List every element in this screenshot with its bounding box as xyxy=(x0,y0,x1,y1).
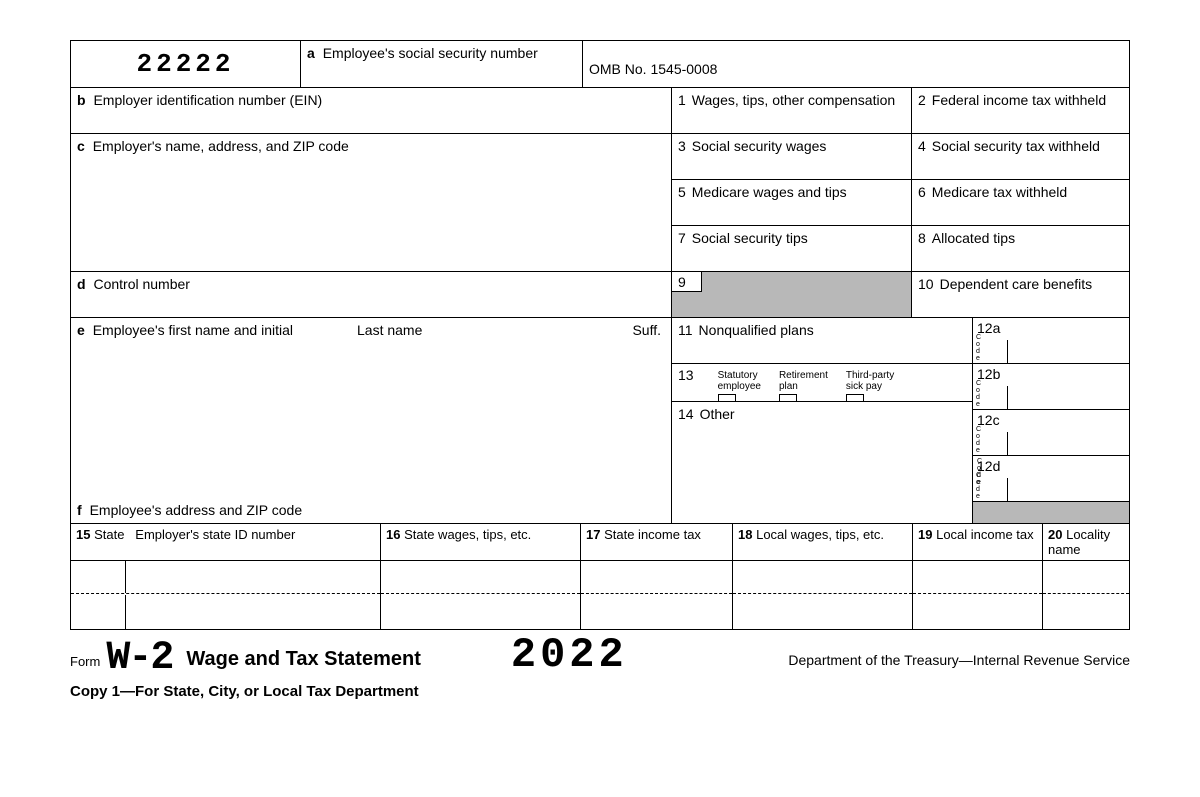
boxes-3-8: 3Social security wages 4Social security … xyxy=(672,134,1129,272)
state-body-15 xyxy=(71,561,381,629)
box-2: 2Federal income tax withheld xyxy=(912,88,1129,134)
box-9: 9 xyxy=(672,272,912,318)
box-13-retirement: Retirement plan xyxy=(779,370,828,402)
box-12a: 12a C o d e xyxy=(973,318,1129,364)
box-18: 18 Local wages, tips, etc. xyxy=(733,524,913,560)
boxes-12: 12a C o d e 12b C o d e 12c C o d e C o … xyxy=(973,318,1129,524)
form-code: 22222 xyxy=(71,41,301,88)
form-name: W-2 xyxy=(106,636,172,681)
form-year: 2022 xyxy=(511,636,628,674)
box-11: 11Nonqualified plans xyxy=(672,318,973,364)
row-header: 22222 a Employee's social security numbe… xyxy=(70,40,1130,88)
box-12d: C o d e 12d C o d e xyxy=(973,456,1129,502)
box-13: 13 Statutory employee Retirement plan Th… xyxy=(672,364,973,402)
state-body-19 xyxy=(913,561,1043,629)
box-12c: 12c C o d e xyxy=(973,410,1129,456)
box-13-thirdparty: Third-party sick pay xyxy=(846,370,894,402)
box-20: 20 Locality name xyxy=(1043,524,1129,560)
checkbox-statutory[interactable] xyxy=(718,394,736,402)
form-footer: Form W-2 Wage and Tax Statement 2022 Dep… xyxy=(70,636,1130,681)
form-word: Form xyxy=(70,636,100,669)
state-body-16 xyxy=(381,561,581,629)
row-c: c Employer's name, address, and ZIP code… xyxy=(70,134,1130,272)
state-body-20 xyxy=(1043,561,1129,629)
box-1: 1Wages, tips, other compensation xyxy=(672,88,912,134)
box-a-label: Employee's social security number xyxy=(323,45,538,61)
box-c: c Employer's name, address, and ZIP code xyxy=(71,134,672,272)
box-6: 6Medicare tax withheld xyxy=(912,180,1129,226)
row-e-11-12: e Employee's first name and initial Last… xyxy=(70,318,1130,524)
last-name-label: Last name xyxy=(357,322,615,338)
box-7: 7Social security tips xyxy=(672,226,912,272)
row-state-body xyxy=(70,561,1130,630)
suffix-label: Suff. xyxy=(615,322,665,338)
box-a: a Employee's social security number xyxy=(301,41,583,88)
box-3: 3Social security wages xyxy=(672,134,912,180)
box-15: 15 State Employer's state ID number xyxy=(71,524,381,560)
omb-number: OMB No. 1545-0008 xyxy=(583,41,1129,88)
box-5: 5Medicare wages and tips xyxy=(672,180,912,226)
row-b-1-2: b Employer identification number (EIN) 1… xyxy=(70,88,1130,134)
box-16: 16 State wages, tips, etc. xyxy=(381,524,581,560)
copy-line: Copy 1—For State, City, or Local Tax Dep… xyxy=(70,683,1130,700)
box-12-shaded xyxy=(973,502,1129,524)
box-13-statutory: Statutory employee xyxy=(718,370,761,402)
box-14: 14Other xyxy=(672,402,973,524)
row-state-header: 15 State Employer's state ID number 16 S… xyxy=(70,524,1130,561)
w2-form: 22222 a Employee's social security numbe… xyxy=(70,40,1130,700)
checkbox-retirement[interactable] xyxy=(779,394,797,402)
box-e-f: e Employee's first name and initial Last… xyxy=(71,318,672,524)
state-body-17 xyxy=(581,561,733,629)
box-d: d Control number xyxy=(71,272,672,318)
box-10: 10Dependent care benefits xyxy=(912,272,1129,318)
box-12b: 12b C o d e xyxy=(973,364,1129,410)
box-b: b Employer identification number (EIN) xyxy=(71,88,672,134)
boxes-11-13-14: 11Nonqualified plans 13 Statutory employ… xyxy=(672,318,973,524)
form-statement: Wage and Tax Statement xyxy=(186,636,421,671)
row-d-9-10: d Control number 9 10Dependent care bene… xyxy=(70,272,1130,318)
box-8: 8Allocated tips xyxy=(912,226,1129,272)
box-19: 19 Local income tax xyxy=(913,524,1043,560)
checkbox-thirdparty[interactable] xyxy=(846,394,864,402)
box-f-label: Employee's address and ZIP code xyxy=(90,502,303,518)
state-body-18 xyxy=(733,561,913,629)
department-label: Department of the Treasury—Internal Reve… xyxy=(788,636,1130,668)
box-4: 4Social security tax withheld xyxy=(912,134,1129,180)
box-17: 17 State income tax xyxy=(581,524,733,560)
